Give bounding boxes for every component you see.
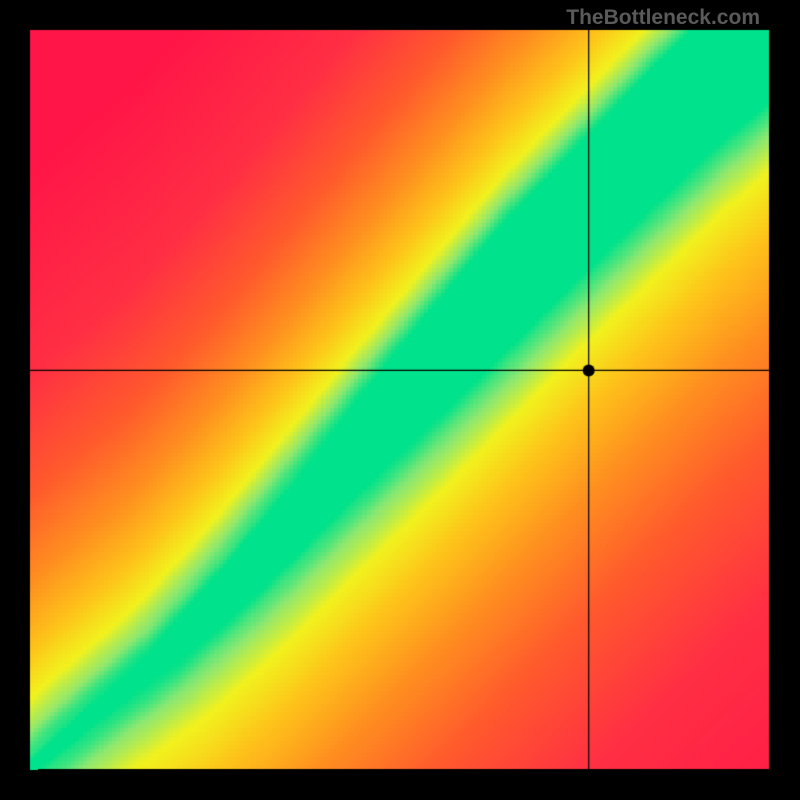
chart-container: TheBottleneck.com: [0, 0, 800, 800]
bottleneck-heatmap: [0, 0, 800, 800]
watermark-text: TheBottleneck.com: [566, 6, 760, 30]
